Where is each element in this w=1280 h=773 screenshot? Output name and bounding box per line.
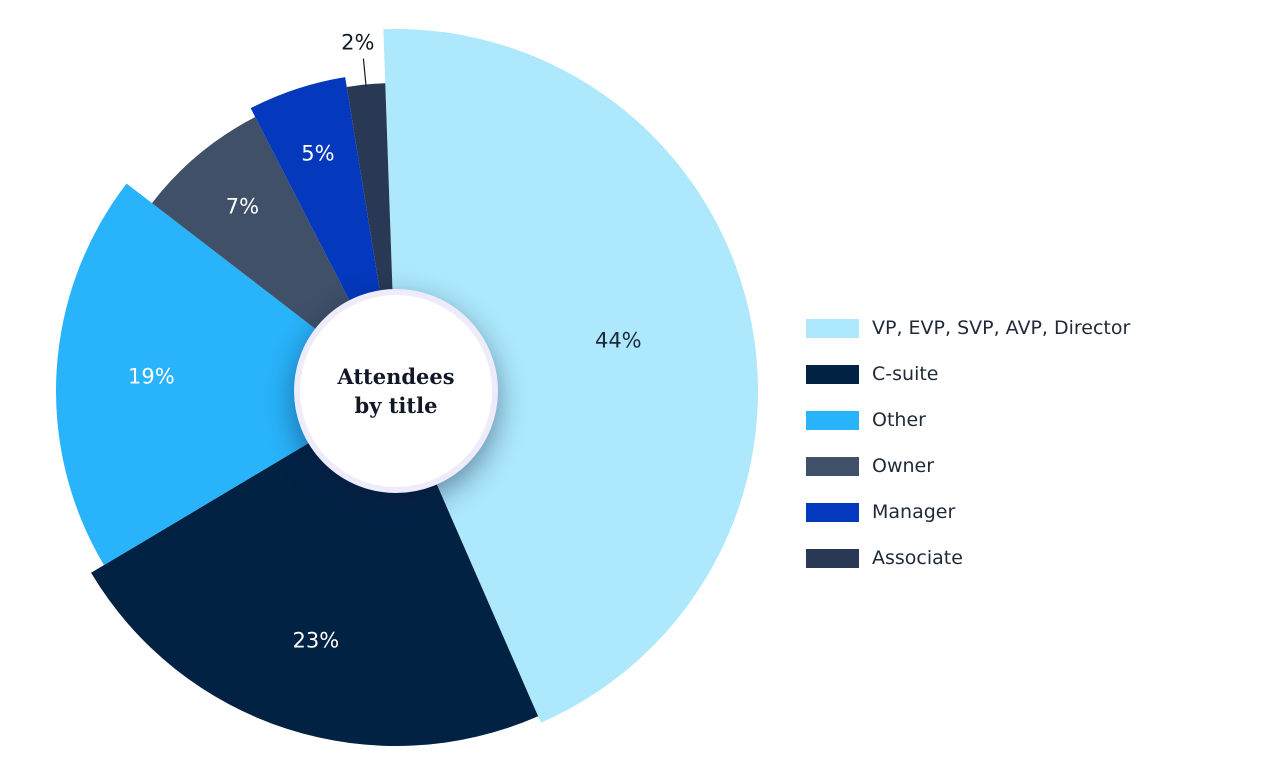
legend-item-vp-evp-svp-avp-director: VP, EVP, SVP, AVP, Director bbox=[806, 305, 1130, 351]
chart-legend: VP, EVP, SVP, AVP, Director C-suite Other O… bbox=[806, 305, 1130, 581]
slice-labels: 44% 23% 19% 7% 5% 2% bbox=[128, 31, 642, 653]
legend-item-manager: Manager bbox=[806, 489, 1130, 535]
legend-swatch bbox=[806, 410, 859, 430]
slice-label-vp-evp-svp-avp-director: 44% bbox=[595, 329, 642, 353]
chart-center-disc: Attendees by title bbox=[294, 289, 498, 493]
legend-label: VP, EVP, SVP, AVP, Director bbox=[872, 317, 1131, 339]
legend-label: Manager bbox=[872, 501, 956, 523]
legend-swatch bbox=[806, 456, 859, 476]
leader-line-associate bbox=[362, 58, 367, 87]
legend-label: Associate bbox=[872, 547, 963, 569]
slice-label-manager: 5% bbox=[301, 142, 334, 166]
legend-item-owner: Owner bbox=[806, 443, 1130, 489]
legend-item-associate: Associate bbox=[806, 535, 1130, 581]
slice-label-c-suite: 23% bbox=[293, 629, 340, 653]
pie-slice-vp-evp-svp-avp-director bbox=[383, 28, 758, 723]
legend-swatch bbox=[806, 318, 859, 338]
slice-label-other: 19% bbox=[128, 365, 175, 389]
legend-label: Owner bbox=[872, 455, 935, 477]
pie-slice-other bbox=[55, 183, 396, 566]
legend-swatch bbox=[806, 548, 859, 568]
slice-label-associate: 2% bbox=[341, 31, 374, 55]
slice-label-owner: 7% bbox=[226, 195, 259, 219]
legend-label: Other bbox=[872, 409, 926, 431]
legend-swatch bbox=[806, 502, 859, 522]
legend-label: C-suite bbox=[872, 363, 939, 385]
chart-title: Attendees by title bbox=[337, 364, 455, 418]
legend-swatch bbox=[806, 364, 859, 384]
legend-item-c-suite: C-suite bbox=[806, 351, 1130, 397]
legend-item-other: Other bbox=[806, 397, 1130, 443]
